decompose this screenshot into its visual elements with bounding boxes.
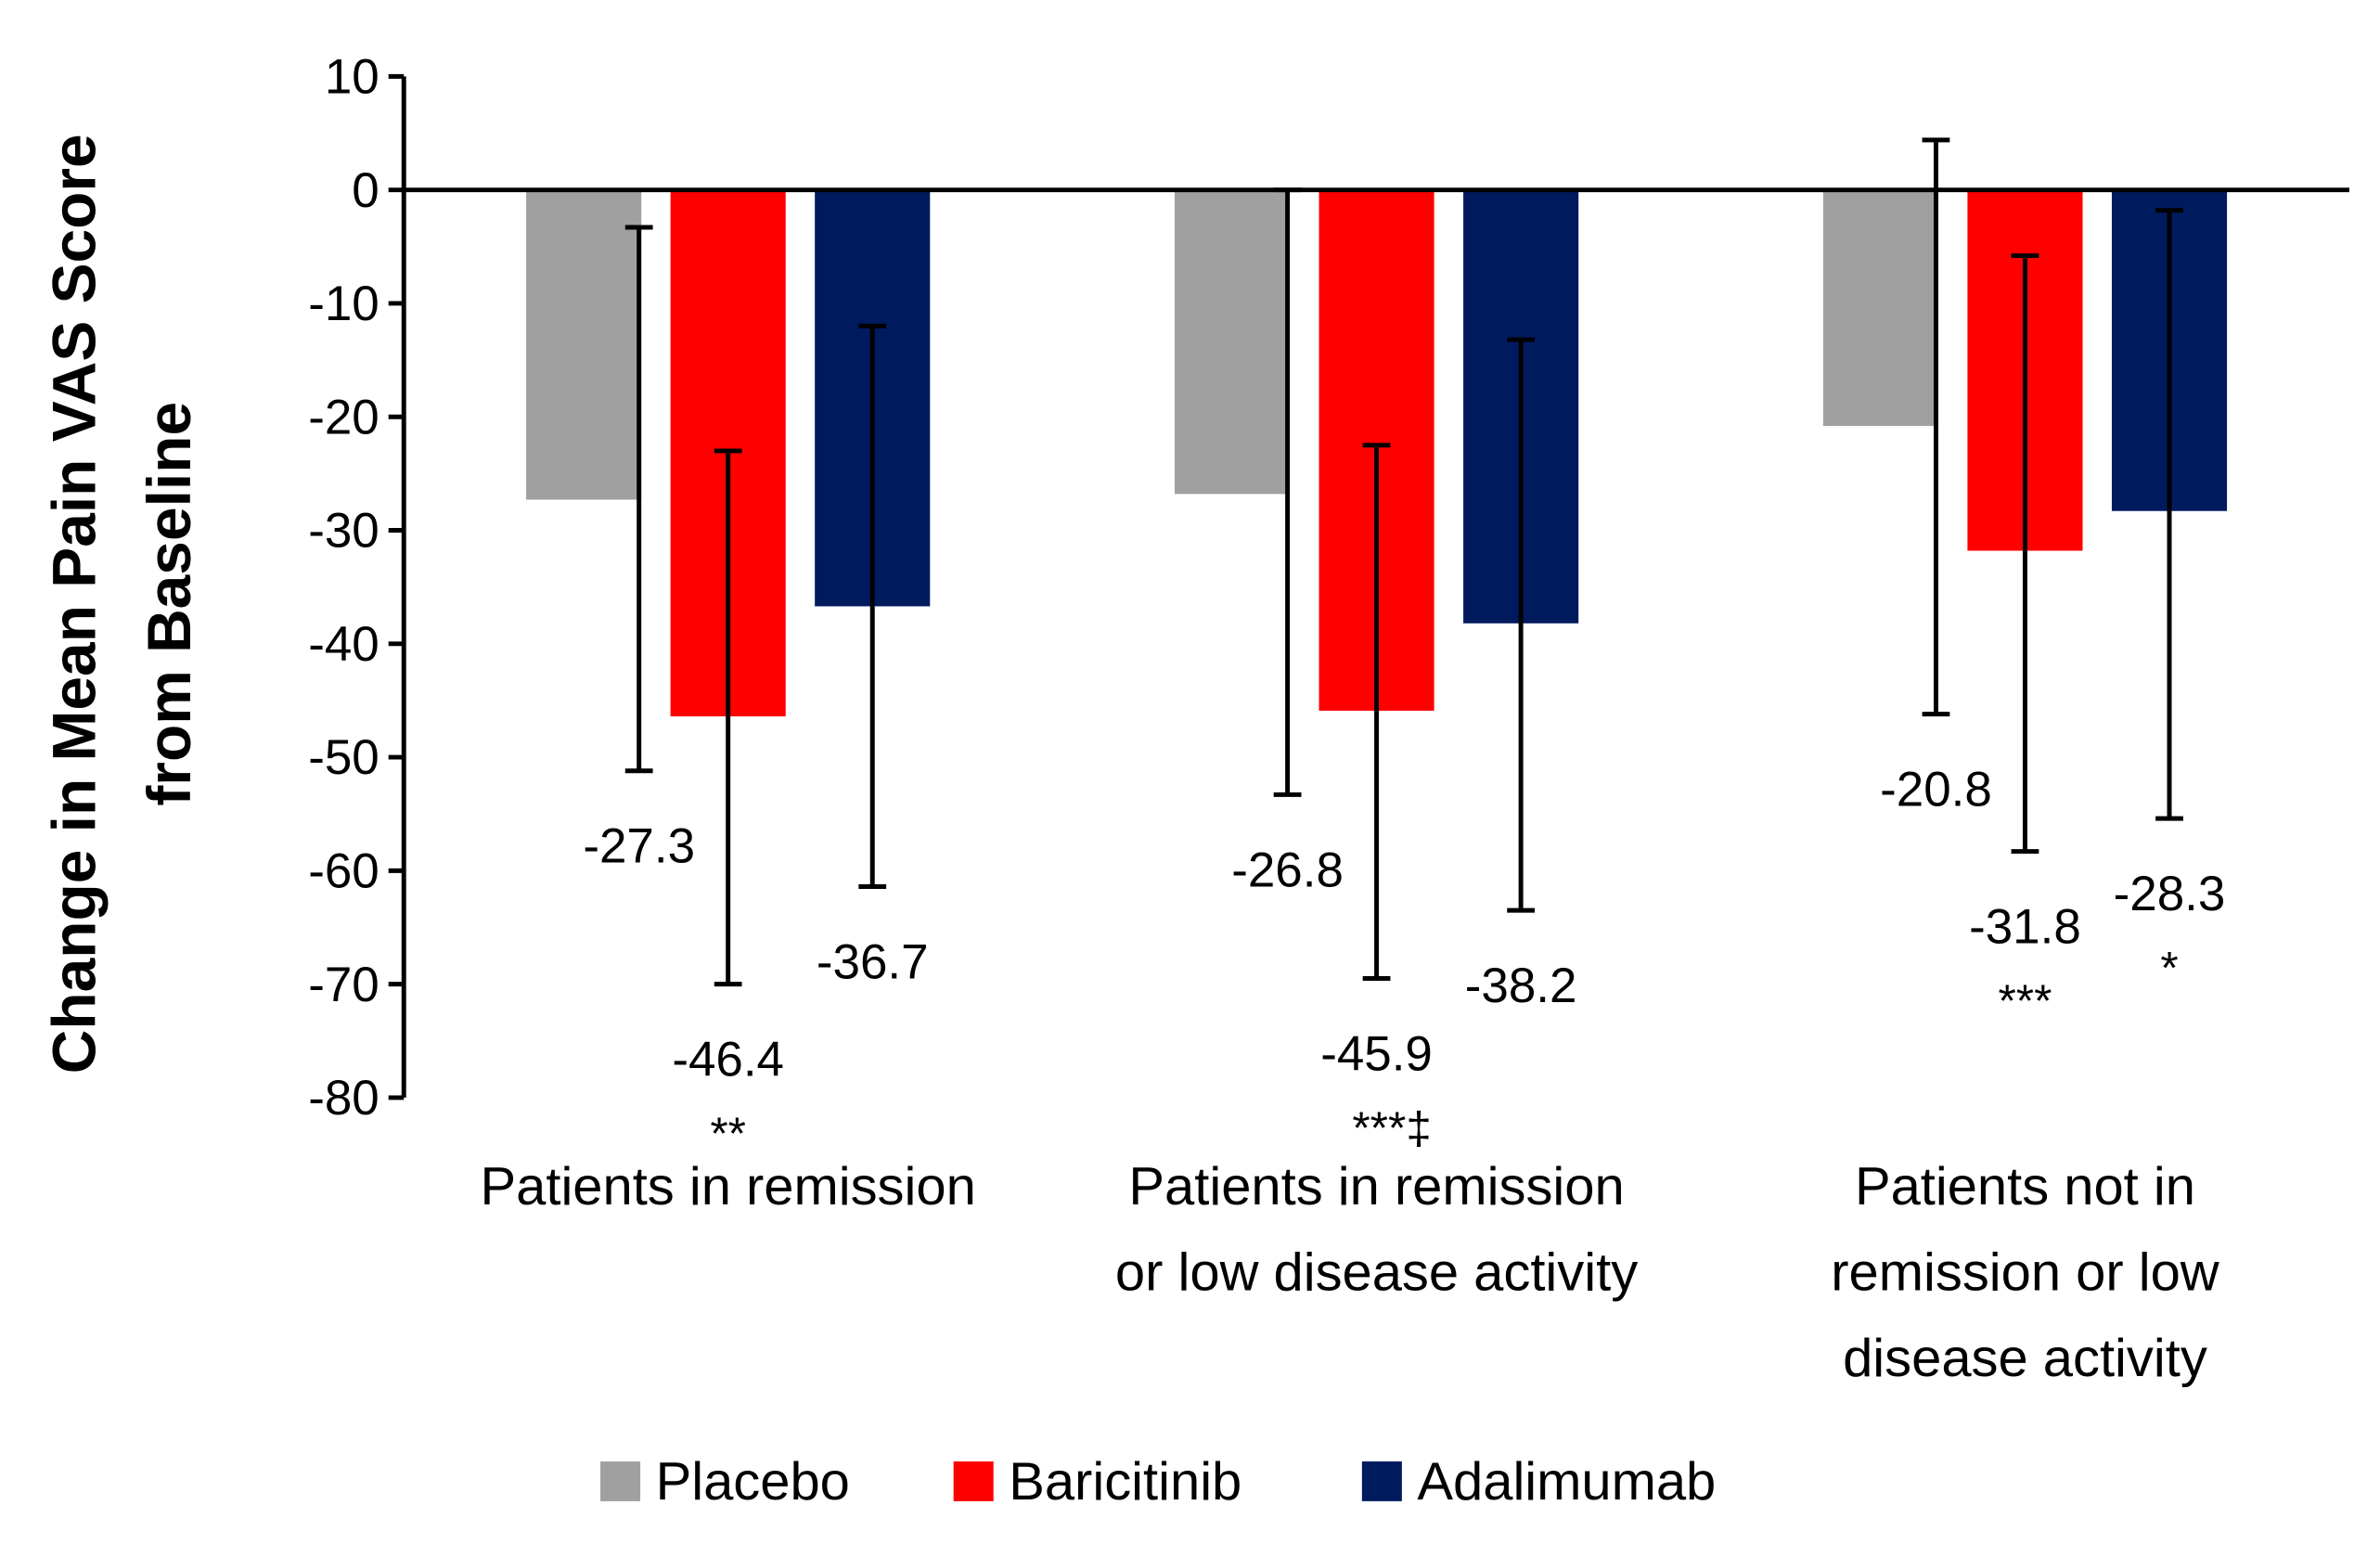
y-tick-label: -30 xyxy=(308,504,380,559)
x-category-label: Patients in remission xyxy=(1128,1157,1624,1216)
y-tick-label: -40 xyxy=(308,617,380,672)
data-label: -36.7 xyxy=(817,934,929,989)
x-category-label: Patients not in xyxy=(1855,1157,2195,1216)
y-tick-label: -50 xyxy=(308,730,380,785)
legend-label: Baricitinib xyxy=(1009,1452,1241,1512)
y-tick-label: -60 xyxy=(308,844,380,899)
bar-placebo xyxy=(1174,189,1291,495)
legend-swatch-placebo xyxy=(600,1461,641,1501)
legend-label: Placebo xyxy=(656,1452,850,1512)
data-label: -20.8 xyxy=(1880,763,1992,817)
legend-swatch-baricitinib xyxy=(953,1461,994,1501)
x-category-label: remission or low xyxy=(1831,1243,2219,1303)
bar-placebo xyxy=(526,189,642,500)
data-label: -26.8 xyxy=(1231,843,1344,897)
significance-marker: * xyxy=(2160,943,2178,994)
y-axis-title-line: from Baseline xyxy=(135,402,203,806)
x-category-label: disease activity xyxy=(1843,1329,2207,1388)
data-label: -31.8 xyxy=(1969,900,2081,955)
significance-marker: ***‡ xyxy=(1352,1103,1432,1154)
y-tick-label: -20 xyxy=(308,390,380,444)
significance-marker: *** xyxy=(1998,976,2052,1027)
data-label: -46.4 xyxy=(672,1033,784,1087)
y-tick-label: -70 xyxy=(308,958,380,1012)
significance-marker: ** xyxy=(710,1109,746,1160)
x-category-label: Patients in remission xyxy=(481,1157,976,1216)
y-axis-title: Change in Mean Pain VAS Score from Baseli… xyxy=(39,134,203,1074)
y-tick-label: -10 xyxy=(308,277,380,331)
legend-swatch-adalimumab xyxy=(1361,1461,1402,1501)
x-category-label: or low disease activity xyxy=(1115,1243,1638,1303)
y-tick-label: 10 xyxy=(325,50,380,105)
y-tick-label: -80 xyxy=(308,1071,380,1126)
legend-label: Adalimumab xyxy=(1417,1452,1716,1512)
y-tick-label: 0 xyxy=(352,163,379,218)
y-axis-title-line: Change in Mean Pain VAS Score xyxy=(39,134,108,1074)
data-label: -38.2 xyxy=(1465,959,1577,1013)
data-label: -28.3 xyxy=(2114,867,2226,921)
data-label: -45.9 xyxy=(1320,1026,1433,1081)
bar-placebo xyxy=(1822,189,1938,427)
data-label: -27.3 xyxy=(583,819,695,874)
